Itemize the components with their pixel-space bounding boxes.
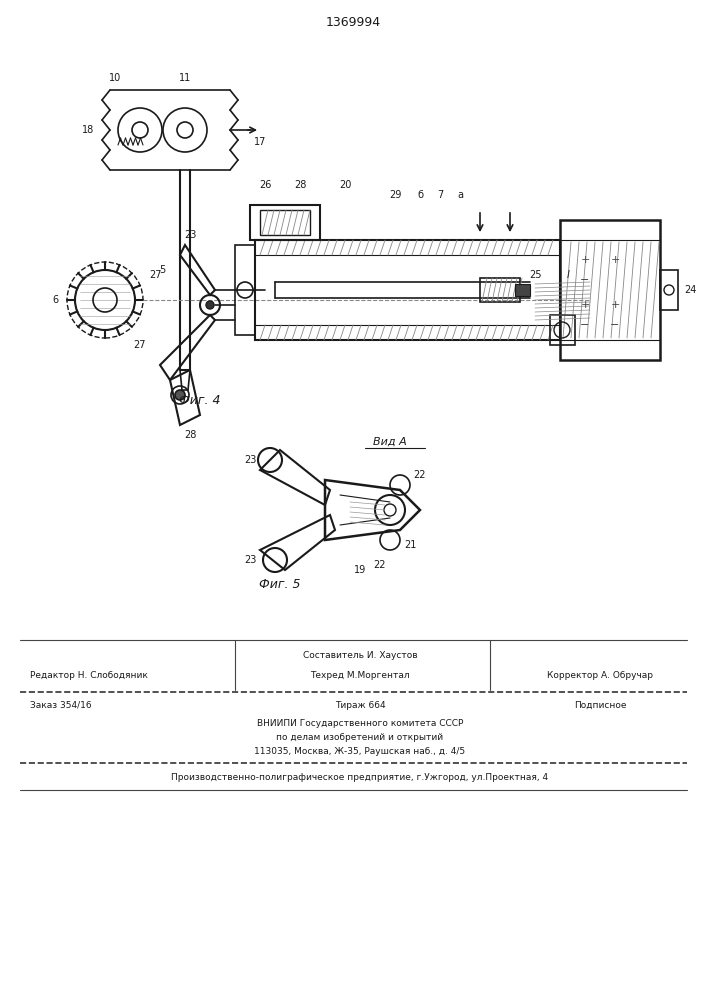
Text: +: + — [580, 255, 590, 265]
Text: 23: 23 — [244, 555, 256, 565]
Text: −: − — [580, 320, 590, 330]
Text: +: + — [610, 300, 620, 310]
Text: б: б — [417, 190, 423, 200]
Text: 26: 26 — [259, 180, 271, 190]
Bar — [235, 245, 255, 335]
Text: Фиг. 4: Фиг. 4 — [180, 393, 221, 406]
Text: 28: 28 — [184, 430, 196, 440]
Bar — [560, 220, 660, 360]
Text: Подписное: Подписное — [574, 700, 626, 710]
Text: l: l — [566, 270, 569, 280]
Text: Вид А: Вид А — [373, 437, 407, 447]
Circle shape — [175, 390, 185, 400]
Text: 21: 21 — [404, 540, 416, 550]
Text: 18: 18 — [82, 125, 94, 135]
Text: −: − — [580, 275, 590, 285]
Text: 20: 20 — [339, 180, 351, 190]
Text: Техред М.Моргентал: Техред М.Моргентал — [310, 670, 410, 680]
Text: 29: 29 — [389, 190, 401, 200]
Text: Редактор Н. Слободяник: Редактор Н. Слободяник — [30, 670, 148, 680]
Text: 1369994: 1369994 — [325, 15, 380, 28]
Text: 11: 11 — [179, 73, 191, 83]
Text: +: + — [610, 255, 620, 265]
Text: 17: 17 — [254, 137, 267, 147]
Bar — [255, 240, 560, 340]
Text: +: + — [580, 300, 590, 310]
Text: 27: 27 — [134, 340, 146, 350]
Text: 5: 5 — [159, 265, 165, 275]
Bar — [260, 210, 310, 235]
Text: ВНИИПИ Государственного комитета СССР: ВНИИПИ Государственного комитета СССР — [257, 718, 463, 728]
Bar — [550, 315, 575, 345]
Text: 22: 22 — [374, 560, 386, 570]
Circle shape — [206, 301, 214, 309]
Text: Корректор А. Обручар: Корректор А. Обручар — [547, 670, 653, 680]
Text: 22: 22 — [414, 470, 426, 480]
Bar — [515, 284, 530, 296]
Text: Производственно-полиграфическое предприятие, г.Ужгород, ул.Проектная, 4: Производственно-полиграфическое предприя… — [171, 772, 549, 782]
Text: Тираж 664: Тираж 664 — [334, 700, 385, 710]
Text: 28: 28 — [294, 180, 306, 190]
Bar — [660, 270, 678, 310]
Text: Заказ 354/16: Заказ 354/16 — [30, 700, 92, 710]
Text: 25: 25 — [529, 270, 542, 280]
Text: 6: 6 — [52, 295, 58, 305]
Text: 23: 23 — [184, 230, 196, 240]
Text: по делам изобретений и открытий: по делам изобретений и открытий — [276, 732, 443, 742]
Text: 10: 10 — [109, 73, 121, 83]
Text: 19: 19 — [354, 565, 366, 575]
Bar — [250, 205, 320, 240]
Text: а: а — [457, 190, 463, 200]
Bar — [480, 278, 520, 302]
Text: −: − — [610, 320, 620, 330]
Text: 27: 27 — [148, 270, 161, 280]
Text: 23: 23 — [244, 455, 256, 465]
Text: Фиг. 5: Фиг. 5 — [259, 578, 300, 591]
Text: 7: 7 — [437, 190, 443, 200]
Text: 113035, Москва, Ж-35, Раушская наб., д. 4/5: 113035, Москва, Ж-35, Раушская наб., д. … — [255, 746, 466, 756]
Text: Составитель И. Хаустов: Составитель И. Хаустов — [303, 650, 417, 660]
Text: 24: 24 — [684, 285, 696, 295]
